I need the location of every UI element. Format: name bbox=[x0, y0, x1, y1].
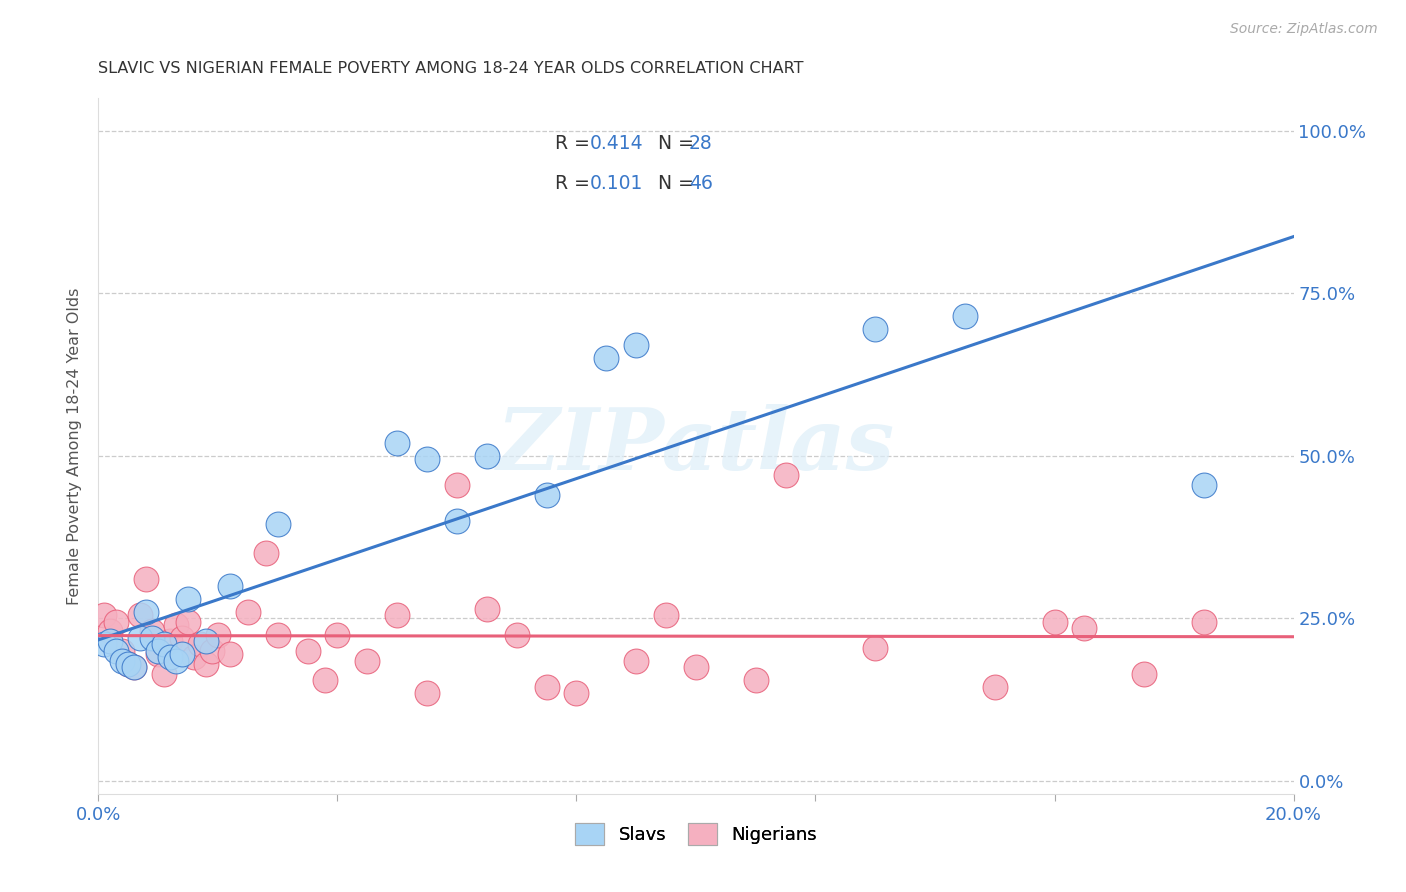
Point bbox=[953, 309, 976, 323]
Point bbox=[148, 644, 170, 658]
Text: 28: 28 bbox=[689, 134, 713, 153]
Point bbox=[124, 660, 146, 674]
Point bbox=[626, 654, 648, 668]
Point bbox=[385, 435, 409, 450]
Point bbox=[141, 631, 163, 645]
Point bbox=[1043, 615, 1066, 629]
Point bbox=[129, 608, 152, 623]
Point bbox=[536, 488, 558, 502]
Point bbox=[446, 478, 468, 492]
Text: Source: ZipAtlas.com: Source: ZipAtlas.com bbox=[1230, 22, 1378, 37]
Point bbox=[105, 644, 128, 658]
Point bbox=[595, 351, 617, 366]
Point bbox=[93, 608, 115, 623]
Point bbox=[135, 605, 157, 619]
Point bbox=[356, 654, 378, 668]
Point bbox=[267, 516, 290, 531]
Point bbox=[159, 650, 181, 665]
Point bbox=[1073, 621, 1095, 635]
Point bbox=[865, 640, 887, 655]
Point bbox=[297, 644, 319, 658]
Point bbox=[195, 634, 218, 648]
Y-axis label: Female Poverty Among 18-24 Year Olds: Female Poverty Among 18-24 Year Olds bbox=[67, 287, 83, 605]
Text: 0.414: 0.414 bbox=[589, 134, 643, 153]
Point bbox=[267, 627, 290, 641]
Text: SLAVIC VS NIGERIAN FEMALE POVERTY AMONG 18-24 YEAR OLDS CORRELATION CHART: SLAVIC VS NIGERIAN FEMALE POVERTY AMONG … bbox=[98, 62, 804, 76]
Point bbox=[172, 631, 194, 645]
Text: 0.101: 0.101 bbox=[589, 174, 643, 193]
Text: R =: R = bbox=[555, 174, 596, 193]
Point bbox=[685, 660, 707, 674]
Text: N =: N = bbox=[645, 174, 700, 193]
Point bbox=[201, 644, 224, 658]
Point bbox=[105, 615, 128, 629]
Point bbox=[536, 680, 558, 694]
Point bbox=[135, 572, 157, 586]
Point bbox=[124, 660, 146, 674]
Point bbox=[416, 452, 439, 467]
Point bbox=[326, 627, 349, 641]
Point bbox=[219, 579, 242, 593]
Point bbox=[165, 617, 187, 632]
Point bbox=[111, 644, 134, 658]
Point bbox=[219, 647, 242, 661]
Point bbox=[565, 686, 588, 700]
Point bbox=[165, 654, 187, 668]
Point bbox=[626, 338, 648, 352]
Point bbox=[98, 634, 122, 648]
Point bbox=[141, 624, 163, 639]
Point bbox=[188, 637, 211, 651]
Point bbox=[117, 657, 139, 671]
Point bbox=[129, 631, 152, 645]
Point bbox=[1192, 615, 1215, 629]
Point bbox=[183, 650, 205, 665]
Text: ZIPatlas: ZIPatlas bbox=[496, 404, 896, 488]
Point bbox=[1192, 478, 1215, 492]
Point bbox=[1133, 666, 1156, 681]
Point bbox=[117, 657, 139, 671]
Point bbox=[775, 468, 797, 483]
Point bbox=[506, 627, 529, 641]
Point bbox=[446, 514, 468, 528]
Point bbox=[745, 673, 768, 687]
Point bbox=[177, 591, 200, 606]
Point bbox=[148, 647, 170, 661]
Point bbox=[254, 546, 277, 560]
Point bbox=[111, 654, 134, 668]
Point bbox=[207, 627, 229, 641]
Point bbox=[172, 647, 194, 661]
Point bbox=[159, 634, 181, 648]
Text: R =: R = bbox=[555, 134, 596, 153]
Point bbox=[236, 605, 259, 619]
Point bbox=[315, 673, 337, 687]
Point bbox=[475, 601, 498, 615]
Point bbox=[153, 637, 176, 651]
Point bbox=[416, 686, 439, 700]
Text: 46: 46 bbox=[689, 174, 713, 193]
Point bbox=[177, 615, 200, 629]
Point bbox=[385, 608, 409, 623]
Point bbox=[865, 322, 887, 336]
Point bbox=[655, 608, 678, 623]
Point bbox=[153, 666, 176, 681]
Legend: Slavs, Nigerians: Slavs, Nigerians bbox=[567, 814, 825, 855]
Point bbox=[195, 657, 218, 671]
Text: N =: N = bbox=[645, 134, 700, 153]
Point bbox=[475, 449, 498, 463]
Point bbox=[93, 637, 115, 651]
Point bbox=[984, 680, 1007, 694]
Point bbox=[98, 624, 122, 639]
